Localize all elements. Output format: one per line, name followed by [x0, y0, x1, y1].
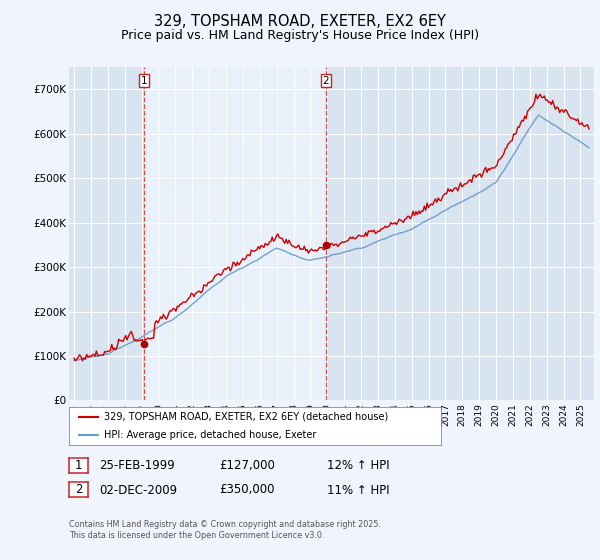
- Text: 02-DEC-2009: 02-DEC-2009: [99, 483, 177, 497]
- Text: Price paid vs. HM Land Registry's House Price Index (HPI): Price paid vs. HM Land Registry's House …: [121, 29, 479, 42]
- Text: 25-FEB-1999: 25-FEB-1999: [99, 459, 175, 473]
- Text: 11% ↑ HPI: 11% ↑ HPI: [327, 483, 389, 497]
- Text: Contains HM Land Registry data © Crown copyright and database right 2025.
This d: Contains HM Land Registry data © Crown c…: [69, 520, 381, 540]
- Text: 329, TOPSHAM ROAD, EXETER, EX2 6EY: 329, TOPSHAM ROAD, EXETER, EX2 6EY: [154, 14, 446, 29]
- Text: HPI: Average price, detached house, Exeter: HPI: Average price, detached house, Exet…: [104, 430, 317, 440]
- Text: 2: 2: [323, 76, 329, 86]
- Text: 1: 1: [141, 76, 148, 86]
- Text: 2: 2: [75, 483, 82, 496]
- Text: 1: 1: [75, 459, 82, 472]
- Text: 329, TOPSHAM ROAD, EXETER, EX2 6EY (detached house): 329, TOPSHAM ROAD, EXETER, EX2 6EY (deta…: [104, 412, 389, 422]
- Bar: [144, 67, 326, 400]
- Text: £350,000: £350,000: [219, 483, 275, 497]
- Text: £127,000: £127,000: [219, 459, 275, 473]
- Text: 12% ↑ HPI: 12% ↑ HPI: [327, 459, 389, 473]
